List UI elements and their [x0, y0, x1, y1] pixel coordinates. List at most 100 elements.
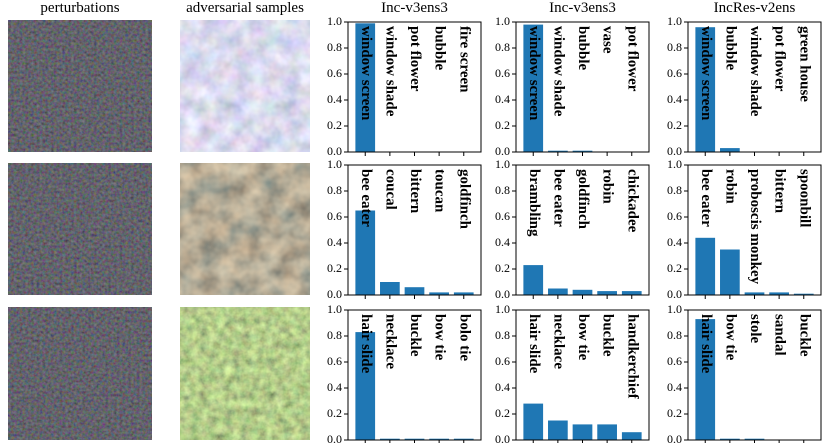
y-tick-label: 0.4: [495, 235, 510, 249]
y-tick-label: 0.8: [327, 328, 342, 342]
bar: [597, 424, 617, 440]
y-tick-label: 0.4: [327, 235, 342, 249]
bar: [548, 421, 568, 441]
category-label: pot flower: [407, 26, 423, 92]
category-label: green house: [796, 26, 812, 102]
category-label: robin: [600, 169, 616, 204]
y-tick-label: 1.0: [327, 157, 342, 171]
category-label: buckle: [407, 314, 423, 357]
y-tick-label: 0.2: [327, 261, 342, 275]
bar: [405, 287, 425, 295]
y-tick-label: 0.6: [667, 66, 682, 80]
category-label: brambling: [526, 169, 542, 237]
y-tick-label: 0.8: [495, 183, 510, 197]
y-tick-label: 0.8: [327, 40, 342, 54]
y-tick-label: 0.8: [667, 183, 682, 197]
bar: [720, 148, 740, 152]
y-tick-label: 0.0: [667, 144, 682, 158]
y-tick-label: 0.2: [667, 406, 682, 420]
adversarial-image: [180, 20, 310, 152]
y-tick-label: 0.2: [327, 118, 342, 132]
category-label: window shade: [747, 26, 763, 117]
category-label: necklace: [550, 314, 566, 369]
category-label: coucal: [382, 169, 398, 210]
y-tick-label: 0.4: [667, 380, 682, 394]
category-label: bow tie: [722, 314, 738, 361]
y-tick-label: 0.6: [327, 209, 342, 223]
column-label: perturbations: [40, 0, 119, 16]
y-tick-label: 0.6: [327, 66, 342, 80]
y-tick-label: 0.0: [327, 144, 342, 158]
y-tick-label: 1.0: [667, 14, 682, 28]
y-tick-label: 0.8: [667, 40, 682, 54]
category-label: sandal: [772, 314, 788, 356]
category-label: bittern: [772, 169, 788, 214]
y-tick-label: 0.8: [495, 40, 510, 54]
y-tick-label: 0.0: [327, 287, 342, 301]
category-label: window screen: [698, 26, 714, 121]
category-label: buckle: [600, 314, 616, 357]
category-label: spoonbill: [796, 169, 812, 227]
category-label: bubble: [575, 26, 591, 71]
chart-title: Inc-v3ens3: [381, 0, 448, 16]
y-tick-label: 1.0: [327, 302, 342, 316]
y-tick-label: 1.0: [495, 302, 510, 316]
category-label: hair slide: [358, 314, 374, 374]
category-label: bubble: [722, 26, 738, 71]
y-tick-label: 0.2: [495, 261, 510, 275]
category-label: bittern: [407, 169, 423, 214]
category-label: vase: [600, 26, 616, 54]
category-label: window screen: [526, 26, 542, 121]
category-label: bubble: [432, 26, 448, 71]
perturbation-image: [8, 163, 152, 295]
bar: [573, 290, 593, 295]
perturbation-image: [8, 307, 152, 440]
y-tick-label: 0.6: [495, 209, 510, 223]
adversarial-images: [180, 20, 310, 440]
y-tick-label: 0.6: [667, 209, 682, 223]
y-tick-label: 0.0: [327, 432, 342, 443]
category-label: window shade: [382, 26, 398, 117]
perturbation-image: [8, 20, 152, 152]
y-tick-label: 0.2: [495, 406, 510, 420]
y-tick-label: 1.0: [495, 157, 510, 171]
y-tick-label: 0.4: [667, 235, 682, 249]
category-label: bolo tie: [456, 314, 472, 361]
y-tick-label: 0.8: [327, 183, 342, 197]
category-label: window shade: [550, 26, 566, 117]
category-label: proboscis monkey: [747, 169, 763, 285]
y-tick-label: 0.4: [667, 92, 682, 106]
y-tick-label: 0.2: [667, 118, 682, 132]
bar-chart: IncRes-v2ens0.00.20.40.60.81.0window scr…: [667, 0, 821, 158]
category-label: pot flower: [624, 26, 640, 92]
column-label: adversarial samples: [186, 0, 304, 16]
perturbation-images: [8, 20, 152, 440]
adversarial-image: [180, 163, 310, 295]
category-label: necklace: [382, 314, 398, 369]
chart-title: Inc-v3ens3: [549, 0, 616, 16]
category-label: window screen: [358, 26, 374, 121]
category-label: goldfinch: [575, 169, 591, 230]
y-tick-label: 0.0: [495, 432, 510, 443]
y-tick-label: 0.4: [495, 92, 510, 106]
bar: [622, 432, 642, 440]
figure: perturbations adversarial samples Inc-v3…: [0, 0, 822, 443]
bar: [380, 282, 400, 295]
bar: [622, 291, 642, 295]
y-tick-label: 0.6: [495, 354, 510, 368]
y-tick-label: 0.8: [495, 328, 510, 342]
category-label: handkerchief: [624, 314, 640, 400]
category-label: bow tie: [575, 314, 591, 361]
y-tick-label: 0.0: [667, 287, 682, 301]
y-tick-label: 1.0: [667, 157, 682, 171]
category-label: bow tie: [432, 314, 448, 361]
y-tick-label: 1.0: [667, 302, 682, 316]
bar: [720, 250, 740, 296]
y-tick-label: 1.0: [495, 14, 510, 28]
y-tick-label: 0.2: [667, 261, 682, 275]
